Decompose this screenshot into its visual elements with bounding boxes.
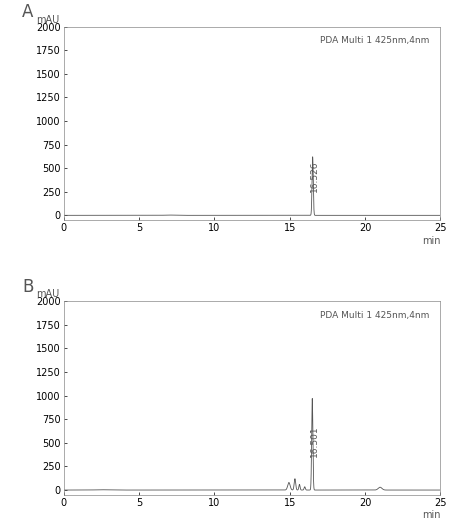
Text: PDA Multi 1 425nm,4nm: PDA Multi 1 425nm,4nm bbox=[320, 311, 429, 320]
Text: A: A bbox=[22, 3, 34, 21]
Text: 16.501: 16.501 bbox=[310, 426, 319, 457]
Text: PDA Multi 1 425nm,4nm: PDA Multi 1 425nm,4nm bbox=[320, 36, 429, 45]
Text: 16.526: 16.526 bbox=[310, 160, 319, 192]
Text: min: min bbox=[422, 236, 440, 246]
Text: mAU: mAU bbox=[36, 289, 60, 300]
Text: B: B bbox=[22, 278, 34, 296]
Text: min: min bbox=[422, 510, 440, 520]
Text: mAU: mAU bbox=[36, 15, 60, 24]
